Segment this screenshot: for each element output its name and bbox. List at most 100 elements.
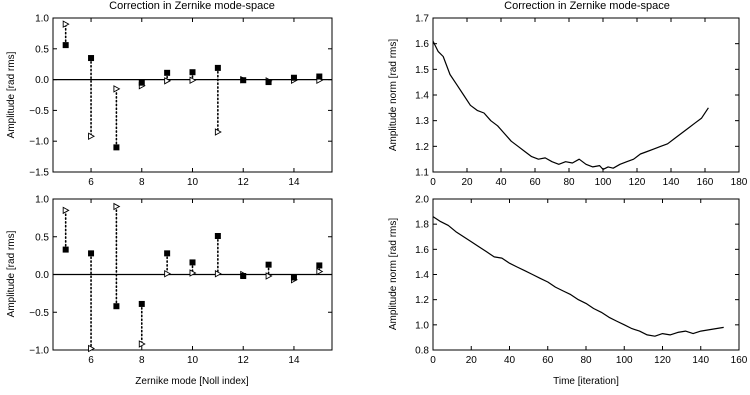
chart-title: Correction in Zernike mode-space: [109, 0, 275, 12]
triangle-point: [62, 20, 70, 28]
square-point: [189, 259, 196, 266]
x-tick-label: 12: [238, 355, 250, 366]
y-tick-label: 0.5: [35, 232, 49, 243]
x-tick-label: 60: [529, 177, 541, 188]
panel-bottom-left: Amplitude [rad rms] Zernike mode [Noll i…: [6, 198, 333, 387]
square-point: [316, 262, 323, 269]
triangle-point: [113, 85, 121, 93]
y-tick-label: −1.0: [29, 137, 49, 148]
square-point: [138, 79, 145, 86]
y-tick-label: −1.0: [29, 346, 49, 357]
x-tick-label: 14: [288, 355, 300, 366]
y-tick-label: 1.8: [415, 220, 429, 231]
x-axis-label: Time [iteration]: [553, 376, 619, 387]
x-tick-label: 80: [563, 177, 575, 188]
y-axis-label: Amplitude [rad rms]: [6, 51, 17, 138]
triangle-point: [265, 272, 273, 280]
plot-frame: [432, 17, 740, 173]
y-tick-label: 0.0: [35, 75, 49, 86]
x-tick-label: 12: [238, 177, 250, 188]
x-tick-label: 20: [461, 177, 473, 188]
y-tick-label: 1.2: [415, 295, 429, 306]
triangle-point: [88, 344, 95, 353]
panel-top-right: Correction in Zernike mode-space Amplitu…: [388, 0, 740, 173]
x-tick-label: 40: [504, 355, 516, 366]
x-tick-label: 0: [430, 177, 436, 188]
triangle-point: [189, 76, 197, 84]
x-tick-label: 8: [139, 177, 145, 188]
square-point: [265, 261, 272, 268]
plot-frame: [432, 198, 740, 351]
square-point: [316, 73, 323, 80]
triangle-point: [189, 269, 197, 277]
x-tick-label: 120: [654, 355, 671, 366]
triangle-point: [88, 132, 95, 141]
y-tick-label: −0.5: [29, 106, 49, 117]
y-tick-label: 0.5: [35, 44, 49, 55]
x-tick-label: 80: [580, 355, 592, 366]
square-point: [214, 232, 221, 239]
x-tick-label: 100: [616, 355, 633, 366]
x-tick-label: 6: [88, 177, 94, 188]
y-tick-label: 1.4: [415, 270, 429, 281]
square-point: [88, 250, 95, 257]
triangle-point: [138, 340, 146, 348]
triangle-point: [214, 128, 222, 136]
square-point: [88, 55, 95, 62]
y-tick-label: 1.2: [415, 142, 429, 153]
y-tick-label: 0.8: [415, 346, 429, 357]
square-point: [240, 273, 247, 280]
x-tick-label: 20: [466, 355, 478, 366]
x-tick-label: 40: [495, 177, 507, 188]
series-line: [432, 216, 724, 337]
x-tick-label: 120: [629, 177, 646, 188]
y-tick-label: 1.6: [415, 39, 429, 50]
y-tick-label: 1.3: [415, 116, 429, 127]
square-point: [265, 79, 272, 86]
panel-top-left: Correction in Zernike mode-space Amplitu…: [6, 0, 333, 173]
series-line: [432, 40, 709, 170]
square-point: [164, 250, 171, 257]
y-axis-label: Amplitude [rad rms]: [6, 230, 17, 317]
y-tick-label: 2.0: [415, 195, 429, 206]
square-point: [290, 274, 297, 281]
triangle-point: [316, 267, 324, 276]
x-tick-label: 140: [692, 355, 709, 366]
square-point: [290, 74, 297, 81]
x-tick-label: 60: [542, 355, 554, 366]
square-point: [214, 64, 221, 71]
y-tick-label: 1.0: [415, 320, 429, 331]
y-tick-label: 1.7: [415, 14, 429, 25]
y-tick-label: 1.0: [35, 195, 49, 206]
x-tick-label: 160: [697, 177, 714, 188]
x-axis-label: Zernike mode [Noll index]: [135, 376, 249, 387]
y-tick-label: 1.6: [415, 245, 429, 256]
square-point: [189, 69, 196, 76]
square-point: [138, 300, 145, 307]
y-tick-label: 1.0: [35, 14, 49, 25]
square-point: [62, 42, 69, 49]
chart-marks: 1.0 0.5 0.0 −0.5 −1.0 −1.5 6 8 10 12 14 1.1 1.2 1.3 1.…: [29, 14, 748, 367]
panel-bottom-right: Amplitude norm [rad rms] Time [iteration…: [388, 198, 740, 387]
plot-frame: [52, 17, 333, 173]
square-point: [113, 144, 120, 151]
x-tick-label: 10: [187, 177, 199, 188]
x-tick-label: 140: [663, 177, 680, 188]
square-point: [113, 303, 120, 310]
square-point: [164, 69, 171, 76]
triangle-point: [113, 202, 121, 211]
square-point: [62, 246, 69, 253]
x-tick-label: 10: [187, 355, 199, 366]
x-tick-label: 8: [139, 355, 145, 366]
y-tick-label: 1.5: [415, 65, 429, 76]
triangle-point: [164, 77, 172, 85]
x-tick-label: 6: [88, 355, 94, 366]
x-tick-label: 0: [430, 355, 436, 366]
x-tick-label: 160: [731, 355, 748, 366]
triangle-point: [62, 206, 70, 215]
y-tick-label: 1.1: [415, 168, 429, 179]
triangle-point: [164, 269, 172, 278]
y-axis-label: Amplitude norm [rad rms]: [388, 218, 399, 330]
y-axis-label: Amplitude norm [rad rms]: [388, 39, 399, 151]
